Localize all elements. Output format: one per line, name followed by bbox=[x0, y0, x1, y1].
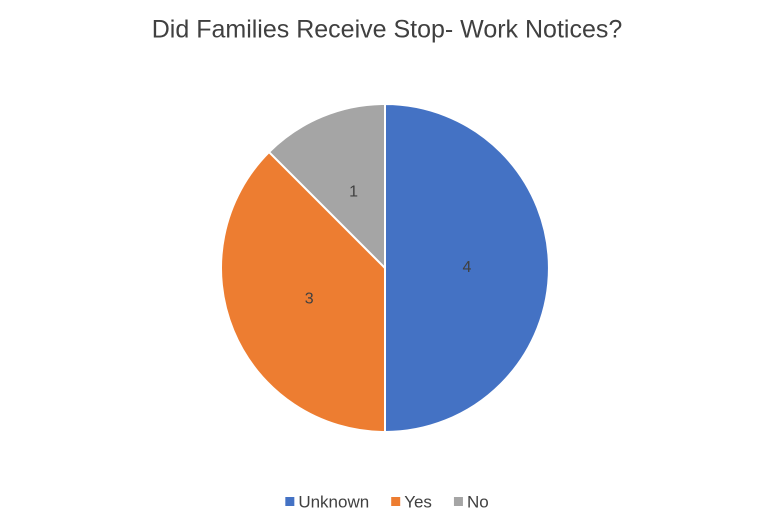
legend-swatch bbox=[285, 497, 295, 506]
pie-slice bbox=[267, 102, 386, 271]
legend-label: Unknown bbox=[298, 492, 369, 511]
pie-slice bbox=[384, 102, 550, 434]
chart-title: Did Families Receive Stop- Work Notices? bbox=[152, 16, 623, 44]
legend-swatch bbox=[453, 497, 463, 506]
legend-label: Yes bbox=[404, 492, 432, 511]
data-label: 3 bbox=[305, 291, 314, 308]
data-label: 1 bbox=[349, 183, 358, 200]
legend-swatch bbox=[391, 497, 401, 506]
legend: Unknown Yes No bbox=[285, 492, 489, 511]
legend-label: No bbox=[467, 492, 489, 511]
pie-slice bbox=[220, 150, 386, 434]
data-label: 4 bbox=[463, 259, 472, 276]
